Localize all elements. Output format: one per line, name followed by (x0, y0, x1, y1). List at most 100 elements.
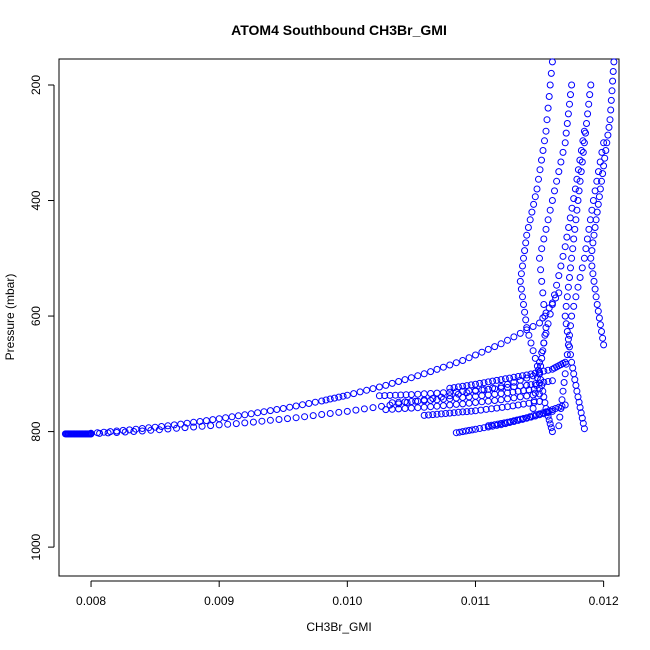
data-point (535, 175, 542, 183)
data-point (532, 381, 540, 389)
data-point (228, 413, 236, 421)
data-point (607, 106, 615, 114)
data-point (491, 421, 499, 429)
data-point (529, 405, 537, 412)
data-point (576, 404, 584, 411)
data-point (570, 235, 578, 243)
data-point (543, 408, 551, 416)
data-point (564, 283, 572, 291)
x-axis-label: CH3Br_GMI (306, 620, 371, 634)
data-point (476, 425, 484, 432)
x-tick-label: 0.010 (332, 594, 362, 608)
data-point (583, 120, 590, 127)
data-point (591, 187, 599, 195)
data-point (147, 426, 155, 434)
data-point (519, 262, 526, 270)
data-point (401, 376, 409, 384)
data-point (516, 277, 524, 285)
data-point (335, 408, 343, 416)
data-point (531, 193, 539, 201)
data-point (523, 231, 531, 239)
data-point (465, 426, 473, 434)
data-point (446, 401, 454, 409)
data-point (478, 392, 486, 400)
data-point (561, 401, 569, 409)
data-point (517, 270, 525, 278)
data-point (561, 243, 569, 251)
data-point (292, 402, 300, 410)
data-point (439, 402, 447, 410)
data-point (407, 404, 415, 412)
data-point (536, 254, 543, 262)
data-point (504, 336, 511, 344)
data-point (326, 395, 334, 403)
data-point (608, 87, 616, 95)
data-point (446, 392, 454, 400)
data-point (536, 166, 544, 174)
data-point (439, 363, 447, 371)
data-point (536, 410, 543, 418)
y-tick-label: 200 (29, 75, 43, 95)
data-point (375, 383, 383, 391)
data-point (339, 392, 347, 400)
data-point (472, 407, 479, 415)
data-point (548, 197, 556, 204)
data-point (568, 254, 576, 262)
data-point (181, 424, 189, 432)
data-point (433, 410, 441, 418)
data-point (558, 396, 566, 404)
data-point (375, 392, 383, 400)
data-point (326, 410, 334, 417)
data-point (459, 357, 467, 364)
data-point (573, 175, 581, 183)
data-point (590, 277, 598, 285)
data-point (600, 341, 608, 349)
data-point (232, 420, 240, 428)
data-point (544, 320, 552, 328)
data-point (555, 168, 563, 176)
data-point (504, 418, 511, 426)
data-point (450, 384, 458, 392)
data-point (587, 254, 595, 262)
data-point (491, 397, 499, 404)
data-point (386, 401, 394, 409)
data-point (497, 340, 505, 348)
data-point (437, 410, 445, 418)
data-point (138, 427, 146, 435)
data-point (459, 428, 467, 436)
data-point (454, 383, 462, 391)
data-point (517, 285, 525, 293)
data-point (588, 262, 596, 270)
data-point (533, 185, 541, 193)
data-point (331, 394, 338, 402)
data-point (564, 341, 572, 349)
data-point (586, 91, 594, 99)
data-point (561, 139, 569, 147)
data-points (61, 58, 618, 438)
data-point (542, 309, 550, 317)
data-point (234, 412, 242, 420)
data-point (576, 274, 584, 281)
data-point (551, 187, 558, 195)
data-point (273, 406, 281, 413)
data-point (585, 100, 593, 108)
data-point (532, 411, 540, 419)
data-point (578, 414, 586, 422)
data-point (87, 430, 95, 438)
data-point (388, 379, 396, 387)
data-point (420, 370, 428, 378)
data-point (299, 401, 306, 409)
data-point (343, 407, 351, 415)
data-point (500, 419, 508, 427)
data-point (484, 345, 492, 353)
data-point (578, 264, 586, 272)
data-point (497, 376, 505, 384)
data-point (429, 411, 437, 419)
data-point (589, 270, 597, 278)
data-point (343, 391, 351, 399)
data-point (530, 200, 538, 208)
data-point (533, 374, 541, 382)
data-point (241, 411, 249, 419)
data-point (574, 283, 582, 291)
data-point (529, 323, 537, 330)
